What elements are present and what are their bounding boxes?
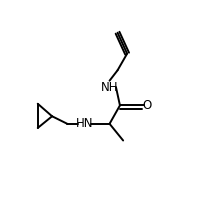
Text: HN: HN xyxy=(76,117,94,130)
Text: NH: NH xyxy=(101,81,118,94)
Text: O: O xyxy=(143,99,152,112)
